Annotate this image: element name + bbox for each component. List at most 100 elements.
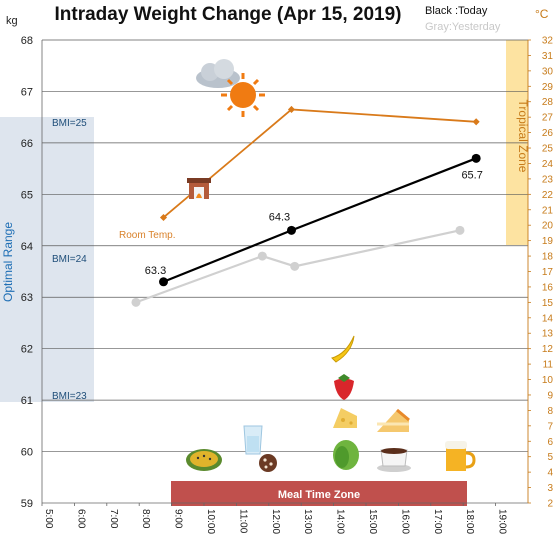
x-tick-label: 7:00 [108,509,119,529]
beer-icon [445,441,476,471]
series-line-yesterday [135,229,461,304]
cloud-icon [196,59,240,88]
y2-tick-label: 2 [547,499,553,510]
lettuce-icon [333,440,359,470]
y-tick-label: 64 [21,241,33,253]
meal-time-band [171,481,467,506]
point-today [286,225,296,235]
point-room-temp [159,213,168,222]
y-tick-label: 66 [21,138,33,150]
y2-tick-label: 9 [547,390,553,401]
cheese-icon [333,408,357,428]
x-tick-label: 10:00 [205,509,216,534]
grid-lines [42,39,528,452]
y2-tick-label: 20 [542,221,554,232]
y2-tick-label: 18 [542,252,554,263]
point-room-temp [472,118,480,126]
coffee-icon [377,448,411,472]
point-room-temp [287,105,296,113]
x-tick-label: 6:00 [75,509,86,529]
point-yesterday [257,251,267,261]
tropical-zone-label: Tropical Zone [516,100,530,173]
point-today [159,277,168,287]
data-label-today: 64.3 [269,211,290,223]
x-tick-label: 14:00 [335,509,346,534]
y-unit-label: kg [6,15,18,27]
x-tick-label: 5:00 [43,509,54,529]
series-layer: 63.3 64.3 65.7 [131,105,483,307]
cookie-icon [259,454,277,472]
fireplace-icon [187,178,211,199]
y2-tick-label: 14 [542,313,554,324]
x-tick-label: 12:00 [270,509,281,534]
y2-tick-label: 7 [547,421,553,432]
legend-yesterday: Gray:Yesterday [425,21,501,33]
cake-icon [377,408,410,432]
y2-tick-label: 19 [542,236,554,247]
banana-icon [331,335,355,363]
x-tick-label: 18:00 [464,509,475,534]
y-tick-label: 60 [21,447,33,459]
point-yesterday [290,261,300,271]
y2-unit-label: °C [535,7,549,21]
strawberry-icon [334,374,354,400]
data-label-today: 63.3 [145,265,166,277]
x-tick-label: 9:00 [173,509,184,529]
y2-tick-label: 12 [542,344,554,355]
y2-tick-label: 17 [542,267,554,278]
legend-today: Black :Today [425,5,488,17]
bmi-24-label: BMI=24 [52,254,87,265]
y2-tick-label: 5 [547,452,553,463]
point-yesterday [131,297,141,307]
y-tick-label: 68 [21,35,33,47]
bmi-25-label: BMI=25 [52,118,87,129]
sun-icon [221,73,265,117]
water-glass-icon [243,425,263,455]
y2-tick-label: 4 [547,468,553,479]
chart-title: Intraday Weight Change (Apr 15, 2019) [54,4,401,25]
y2-tick-label: 26 [542,128,554,139]
optimal-range-band [0,117,94,402]
meal-time-label: Meal Time Zone [278,489,360,501]
y2-tick-label: 29 [542,82,554,93]
y2-tick-label: 28 [542,97,554,108]
x-tick-label: 8:00 [140,509,151,529]
data-label-today: 65.7 [461,169,482,181]
watermelon-icon [186,449,222,471]
y2-tick-label: 32 [542,36,554,47]
x-tick-label: 11:00 [237,509,248,534]
series-line-room-temp [162,108,477,219]
y2-tick-label: 16 [542,282,554,293]
x-tick-label: 15:00 [367,509,378,534]
bmi-23-label: BMI=23 [52,391,87,402]
y2-tick-label: 13 [542,329,554,340]
point-today [471,153,481,163]
y2-tick-label: 15 [542,298,554,309]
x-tick-label: 16:00 [399,509,410,534]
y2-tick-label: 31 [542,51,554,62]
axes: 5960616263646566676823456789101112131415… [21,35,554,534]
y2-tick-label: 27 [542,113,554,124]
y-tick-label: 59 [21,498,33,510]
y2-tick-label: 8 [547,406,553,417]
y2-tick-label: 21 [542,205,554,216]
y-tick-label: 67 [21,86,33,98]
x-tick-label: 13:00 [302,509,313,534]
x-tick-label: 17:00 [432,509,443,534]
y2-tick-label: 23 [542,174,554,185]
room-temp-label: Room Temp. [119,230,176,241]
y2-tick-label: 6 [547,437,553,448]
y2-tick-label: 10 [542,375,554,386]
y2-tick-label: 24 [542,159,554,170]
y-tick-label: 65 [21,189,33,201]
y-tick-label: 63 [21,292,33,304]
y2-tick-label: 11 [543,360,554,371]
y2-tick-label: 22 [542,190,554,201]
y2-tick-label: 25 [542,144,554,155]
y-tick-label: 62 [21,344,33,356]
x-tick-label: 19:00 [497,509,508,534]
y-tick-label: 61 [21,395,33,407]
y2-tick-label: 3 [547,483,553,494]
optimal-range-label: Optimal Range [1,222,15,302]
